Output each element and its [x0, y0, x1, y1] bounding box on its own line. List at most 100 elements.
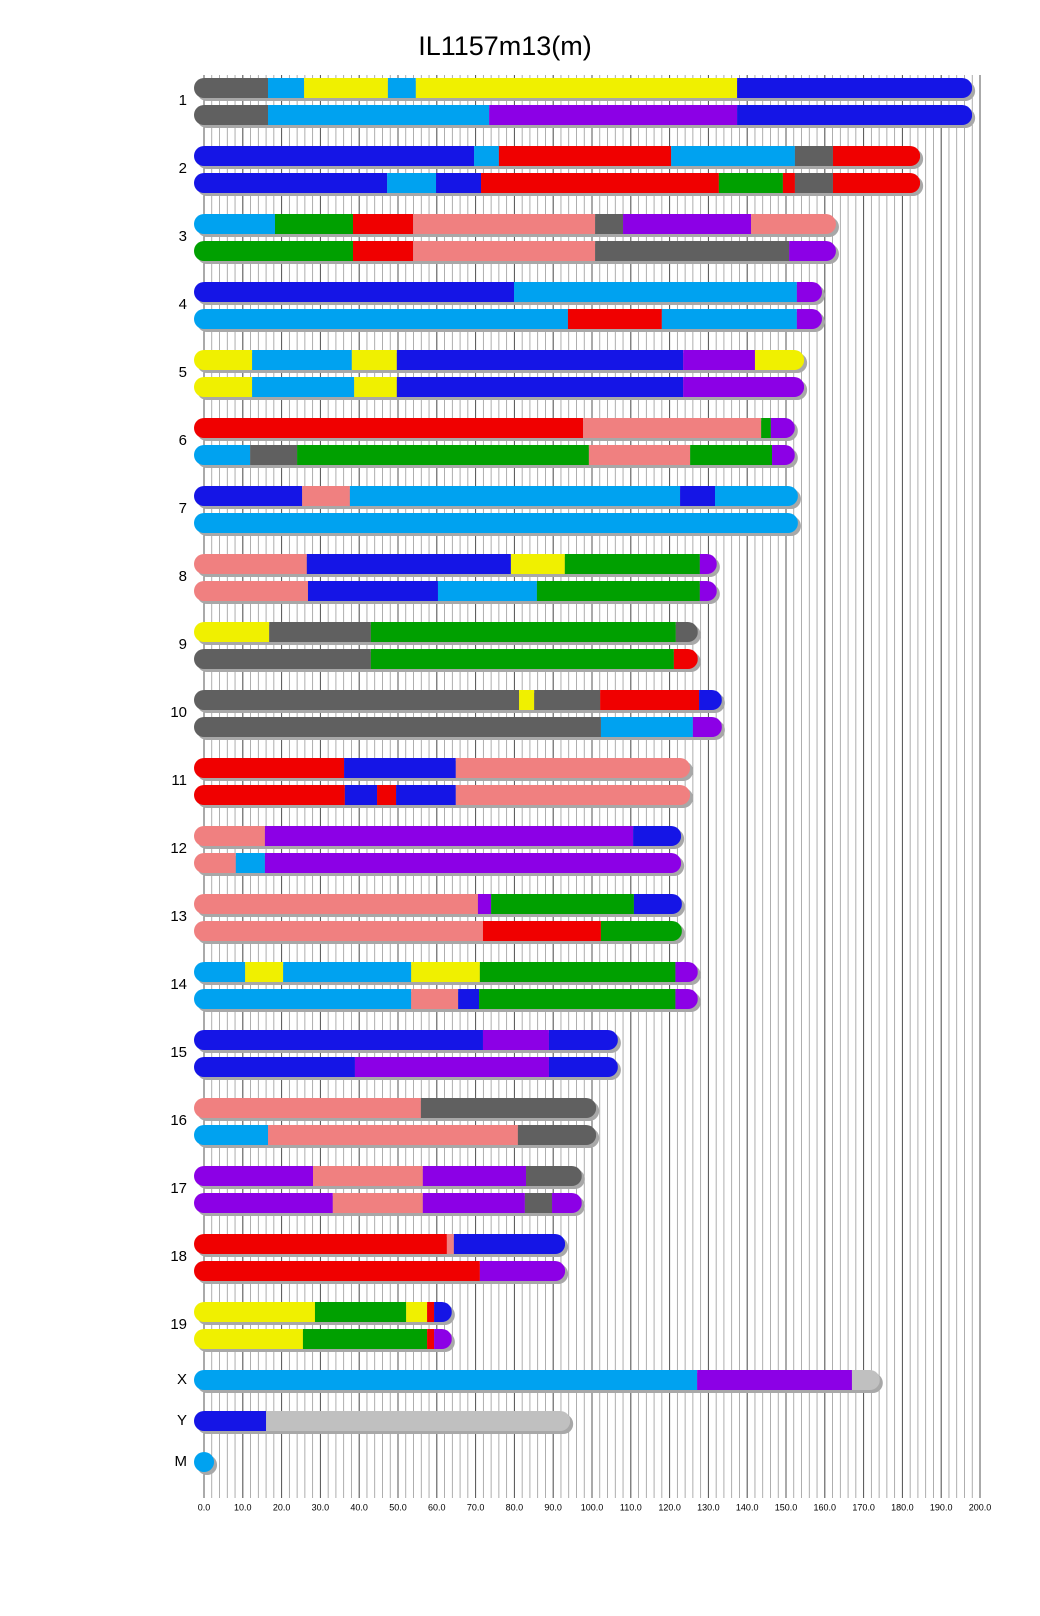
chromosome-track	[194, 513, 798, 533]
chromosome-track	[194, 1057, 618, 1077]
segment	[737, 78, 973, 98]
segment	[413, 241, 596, 261]
segment	[268, 78, 305, 98]
segment	[446, 1234, 454, 1254]
segment	[302, 1329, 428, 1349]
segment	[332, 1193, 423, 1213]
segment	[194, 1261, 480, 1281]
segment	[633, 894, 682, 914]
chromosome-track	[194, 105, 973, 125]
x-tick-label: 190.0	[930, 1502, 953, 1512]
chromosome-track	[194, 1370, 880, 1390]
segment	[524, 1193, 553, 1213]
chromosome-label: 3	[179, 228, 187, 245]
segment	[245, 962, 284, 982]
segment	[482, 1030, 549, 1050]
segment	[770, 418, 795, 438]
chromosome-track	[194, 282, 822, 302]
segment	[437, 581, 537, 601]
chromosome-track	[194, 173, 921, 193]
segment	[387, 173, 437, 193]
segment	[754, 350, 805, 370]
segment	[796, 282, 822, 302]
chromosome-track	[194, 717, 722, 737]
segment	[354, 377, 397, 397]
segment	[268, 105, 490, 125]
x-tick-label: 0.0	[198, 1502, 211, 1512]
segment	[194, 173, 388, 193]
segment	[692, 717, 722, 737]
chromosome-track	[194, 690, 722, 710]
segment	[269, 622, 371, 642]
segment	[194, 1193, 333, 1213]
segment	[714, 486, 798, 506]
chromosome-track	[194, 309, 822, 329]
segment	[661, 309, 797, 329]
segment	[832, 173, 921, 193]
segment	[194, 894, 478, 914]
segment	[194, 1329, 303, 1349]
chromosome-track	[194, 622, 698, 642]
segment	[194, 826, 265, 846]
segment	[737, 105, 973, 125]
x-tick-label: 70.0	[467, 1502, 485, 1512]
segment	[699, 690, 722, 710]
segment	[434, 1329, 452, 1349]
chart-title: IL1157m13(m)	[418, 31, 592, 61]
chromosome-label: 16	[170, 1112, 187, 1129]
segment	[633, 826, 682, 846]
segment	[194, 962, 246, 982]
x-tick-label: 80.0	[506, 1502, 524, 1512]
segment	[194, 853, 236, 873]
segment	[194, 785, 345, 805]
chromosome-track	[194, 1452, 215, 1472]
segment	[194, 377, 253, 397]
chromosome-track	[194, 1302, 452, 1322]
chromosome-track	[194, 445, 795, 465]
segment	[491, 894, 634, 914]
chromosome-track	[194, 78, 973, 98]
segment	[302, 486, 350, 506]
segment	[415, 78, 738, 98]
segment	[427, 1329, 435, 1349]
segment	[306, 554, 511, 574]
segment	[344, 785, 378, 805]
chromosome-label: 18	[170, 1248, 187, 1265]
segment	[761, 418, 771, 438]
chromosome-track	[194, 853, 682, 873]
segment	[194, 1411, 267, 1431]
segment	[194, 554, 307, 574]
segment	[588, 445, 691, 465]
segment	[567, 309, 662, 329]
segment	[479, 962, 676, 982]
segment	[434, 1302, 452, 1322]
chromosome-track	[194, 989, 698, 1009]
segment	[526, 1166, 582, 1186]
chromosome-track	[194, 1166, 582, 1186]
chromosome-label: 7	[179, 500, 187, 517]
segment	[510, 554, 565, 574]
segment	[307, 581, 438, 601]
x-tick-label: 30.0	[312, 1502, 330, 1512]
chromosome-label: 8	[179, 568, 187, 585]
segment	[194, 78, 269, 98]
x-tick-label: 40.0	[350, 1502, 368, 1512]
chromosome-label: 13	[170, 908, 187, 925]
segment	[552, 1193, 582, 1213]
segment	[479, 1261, 566, 1281]
segment	[264, 853, 682, 873]
chromosome-track	[194, 826, 682, 846]
segment	[671, 146, 795, 166]
segment	[514, 282, 797, 302]
chromosome-track	[194, 554, 717, 574]
segment	[396, 377, 684, 397]
segment	[548, 1030, 618, 1050]
segment	[455, 785, 691, 805]
chromosome-label: 1	[179, 92, 187, 109]
chromosome-label: 9	[179, 636, 187, 653]
segment	[349, 486, 681, 506]
segment	[675, 962, 698, 982]
chromosome-track	[194, 758, 691, 778]
segment	[458, 989, 480, 1009]
